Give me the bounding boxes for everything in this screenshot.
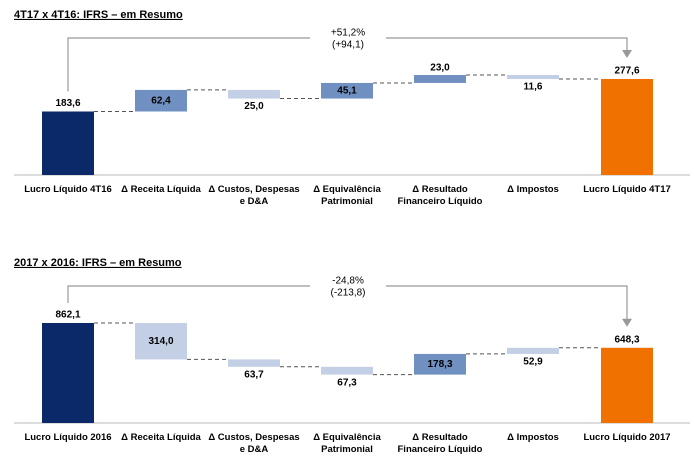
- category-label: Δ Receita Líquida: [121, 184, 201, 195]
- annotation: +51,2%: [331, 28, 365, 39]
- bar: [601, 78, 653, 175]
- arrow-head: [622, 49, 632, 58]
- arrow-head: [622, 318, 632, 327]
- bar: [135, 323, 187, 360]
- category-label: Δ Equivalência Patrimonial: [313, 432, 381, 455]
- bar: [414, 353, 466, 375]
- chart-title: 2017 x 2016: IFRS – em Resumo: [14, 257, 182, 269]
- category-label: Δ Resultado Financeiro Líquido: [397, 432, 483, 455]
- category-label: Δ Custos, Despesas e D&A: [208, 432, 300, 455]
- annotation-detail: (+94,1): [332, 40, 364, 51]
- value-label: 45,1: [337, 85, 357, 96]
- value-label: 23,0: [430, 63, 450, 74]
- value-label: 62,4: [151, 95, 171, 106]
- value-label: 314,0: [148, 336, 173, 347]
- annotation-bg: [310, 26, 386, 50]
- category-label: Δ Impostos: [507, 432, 559, 443]
- category-label: Lucro Líquido 4T17: [583, 184, 671, 195]
- bar: [507, 75, 559, 80]
- value-label: 178,3: [427, 359, 452, 370]
- annotation: -24,8%: [332, 276, 364, 287]
- bar: [414, 75, 466, 83]
- value-label: 183,6: [55, 98, 80, 109]
- category-label: Δ Custos, Despesas e D&A: [208, 184, 300, 207]
- bar: [135, 89, 187, 112]
- annotation-bg: [310, 274, 386, 298]
- category-label: Lucro Líquido 2017: [583, 432, 671, 443]
- chart-title: 4T17 x 4T16: IFRS – em Resumo: [14, 9, 183, 21]
- bar: [321, 82, 373, 99]
- category-label: Δ Receita Líquida: [121, 432, 201, 443]
- value-label: 25,0: [244, 101, 264, 112]
- bar: [507, 347, 559, 354]
- value-label: 11,6: [524, 82, 543, 93]
- bar: [321, 366, 373, 375]
- value-label: 277,6: [614, 66, 639, 77]
- bar: [601, 347, 653, 423]
- value-label: 63,7: [244, 369, 264, 380]
- category-label: Δ Resultado Financeiro Líquido: [397, 184, 483, 207]
- category-label: Lucro Líquido 2016: [24, 432, 112, 443]
- bar: [228, 89, 280, 99]
- value-label: 648,3: [614, 334, 639, 345]
- category-label: Lucro Líquido 4T16: [24, 184, 112, 195]
- bar: [228, 359, 280, 367]
- value-label: 67,3: [337, 377, 357, 388]
- category-label: Δ Impostos: [507, 184, 559, 195]
- category-label: Δ Equivalência Patrimonial: [313, 184, 381, 207]
- value-label: 862,1: [55, 310, 80, 321]
- annotation-detail: (-213,8): [330, 288, 365, 299]
- bar: [42, 111, 94, 175]
- value-label: 52,9: [523, 357, 543, 368]
- bar: [42, 323, 94, 423]
